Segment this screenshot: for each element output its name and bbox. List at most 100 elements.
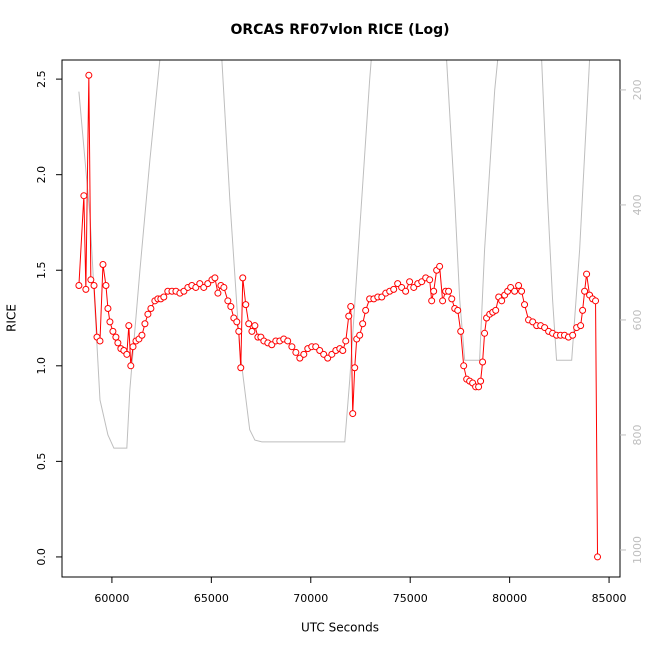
data-point (347, 303, 355, 311)
data-point (426, 276, 434, 284)
data-point (454, 306, 462, 314)
data-point (75, 282, 83, 290)
y-tick-label: 0.0 (35, 548, 48, 566)
chart-title: ORCAS RF07vlon RICE (Log) (230, 22, 449, 38)
data-point (245, 320, 253, 328)
x-tick-label: 65000 (194, 592, 229, 605)
x-tick-label: 75000 (393, 592, 428, 605)
data-point (445, 287, 453, 295)
data-point (457, 327, 465, 335)
data-point (90, 282, 98, 290)
data-point (248, 327, 256, 335)
y2-tick-label: 400 (631, 194, 644, 215)
data-point (80, 192, 88, 200)
data-point (481, 329, 489, 337)
data-point (235, 327, 243, 335)
data-point (521, 301, 529, 309)
data-point (96, 337, 104, 345)
data-point (324, 354, 332, 362)
data-point (581, 287, 589, 295)
data-point (242, 301, 250, 309)
data-point (147, 304, 155, 312)
data-point (342, 337, 350, 345)
y-axis-label: RICE (5, 304, 19, 332)
data-point (436, 262, 444, 270)
y2-tick-label: 200 (631, 79, 644, 100)
y2-tick-label: 600 (631, 309, 644, 330)
data-point (339, 347, 347, 355)
data-point (82, 285, 90, 293)
data-point (402, 287, 410, 295)
data-point (288, 343, 296, 351)
data-point (284, 337, 292, 345)
data-point (351, 364, 359, 372)
data-point (109, 327, 117, 335)
data-point (359, 320, 367, 328)
data-point (233, 318, 241, 326)
data-point (144, 310, 152, 318)
data-point (428, 297, 436, 305)
data-point (594, 553, 602, 561)
x-tick-label: 80000 (492, 592, 527, 605)
data-point (592, 297, 600, 305)
data-point (579, 306, 587, 314)
data-point (518, 287, 526, 295)
data-point (475, 383, 483, 391)
data-point (479, 358, 487, 366)
x-axis-label: UTC Seconds (301, 621, 379, 635)
plot-frame (61, 59, 621, 578)
data-point (237, 364, 245, 372)
data-point (123, 350, 131, 358)
data-point (112, 333, 120, 341)
y-tick-label: 0.5 (35, 453, 48, 471)
y-tick-label: 2.0 (35, 166, 48, 184)
data-point (227, 303, 235, 311)
data-point (292, 348, 300, 356)
x-tick-label: 85000 (592, 592, 627, 605)
y2-tick-label: 1000 (631, 536, 644, 564)
data-point (211, 274, 219, 282)
data-point (125, 322, 133, 330)
y2-tick-label: 800 (631, 424, 644, 445)
data-point (477, 377, 485, 385)
data-point (160, 293, 168, 301)
data-point (114, 339, 122, 347)
data-point (138, 331, 146, 339)
data-point (300, 350, 308, 358)
series-line (78, 60, 591, 449)
data-point (102, 282, 110, 290)
data-point (406, 278, 414, 286)
x-tick-label: 70000 (293, 592, 328, 605)
data-point (492, 306, 500, 314)
data-point (577, 322, 585, 330)
data-point (345, 312, 353, 320)
data-point (239, 274, 247, 282)
y-tick-label: 2.5 (35, 70, 48, 88)
data-point (356, 331, 364, 339)
data-point (251, 322, 259, 330)
data-point (214, 289, 222, 297)
data-point (224, 297, 232, 305)
data-point (511, 287, 519, 295)
y-tick-label: 1.0 (35, 357, 48, 375)
data-point (448, 295, 456, 303)
data-point (127, 362, 135, 370)
data-point (220, 283, 228, 291)
data-point (583, 270, 591, 278)
data-point (85, 71, 93, 79)
data-point (569, 331, 577, 339)
y-tick-label: 1.5 (35, 261, 48, 279)
data-point (390, 285, 398, 293)
data-point (106, 318, 114, 326)
data-point (87, 276, 95, 284)
data-point (498, 297, 506, 305)
data-point (362, 306, 370, 314)
data-point (104, 304, 112, 312)
x-tick-label: 60000 (94, 592, 129, 605)
data-point (460, 362, 468, 370)
data-point (515, 282, 523, 290)
data-point (99, 261, 107, 269)
data-point (129, 343, 137, 351)
